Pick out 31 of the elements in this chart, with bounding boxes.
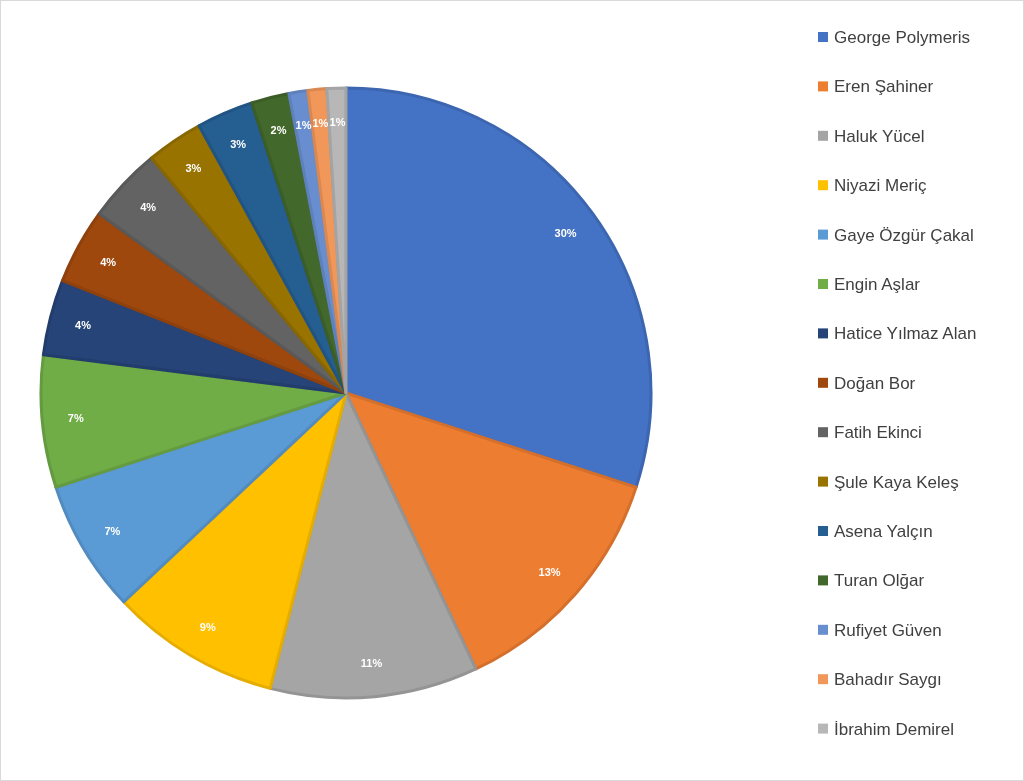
- data-label: 7%: [67, 412, 84, 425]
- data-label: 1%: [312, 116, 329, 129]
- legend-label: Eren Şahiner: [834, 77, 934, 97]
- legend-label: İbrahim Demirel: [834, 719, 954, 739]
- legend-label: Fatih Ekinci: [834, 423, 922, 443]
- data-label: 3%: [185, 162, 202, 175]
- legend-label: Doğan Bor: [834, 373, 916, 393]
- data-label: 3%: [230, 137, 247, 150]
- data-label: 30%: [554, 227, 577, 240]
- data-label: 11%: [360, 657, 383, 670]
- data-label: 13%: [538, 566, 561, 579]
- data-label: 4%: [100, 256, 117, 269]
- legend-label: Hatice Yılmaz Alan: [834, 324, 977, 344]
- data-label: 4%: [75, 319, 92, 332]
- legend-label: Haluk Yücel: [834, 126, 925, 146]
- data-label: 7%: [104, 525, 121, 538]
- pie-slice: [344, 86, 652, 489]
- legend-label: Gaye Özgür Çakal: [834, 225, 974, 245]
- pie-slice: [39, 353, 348, 489]
- data-label: 4%: [140, 201, 157, 214]
- legend-label: Turan Olğar: [834, 571, 925, 591]
- legend-label: Engin Aşlar: [834, 274, 921, 294]
- legend-label: Niyazi Meriç: [834, 176, 928, 196]
- legend-label: Asena Yalçın: [834, 521, 933, 541]
- data-label: 1%: [329, 115, 346, 128]
- data-label: 2%: [270, 123, 287, 136]
- data-label: 9%: [199, 620, 216, 633]
- legend-label: Rufiyet Güven: [834, 620, 942, 640]
- legend-label: George Polymeris: [834, 27, 971, 47]
- legend-label: Şule Kaya Keleş: [834, 472, 959, 492]
- legend-label: Bahadır Saygı: [834, 670, 942, 690]
